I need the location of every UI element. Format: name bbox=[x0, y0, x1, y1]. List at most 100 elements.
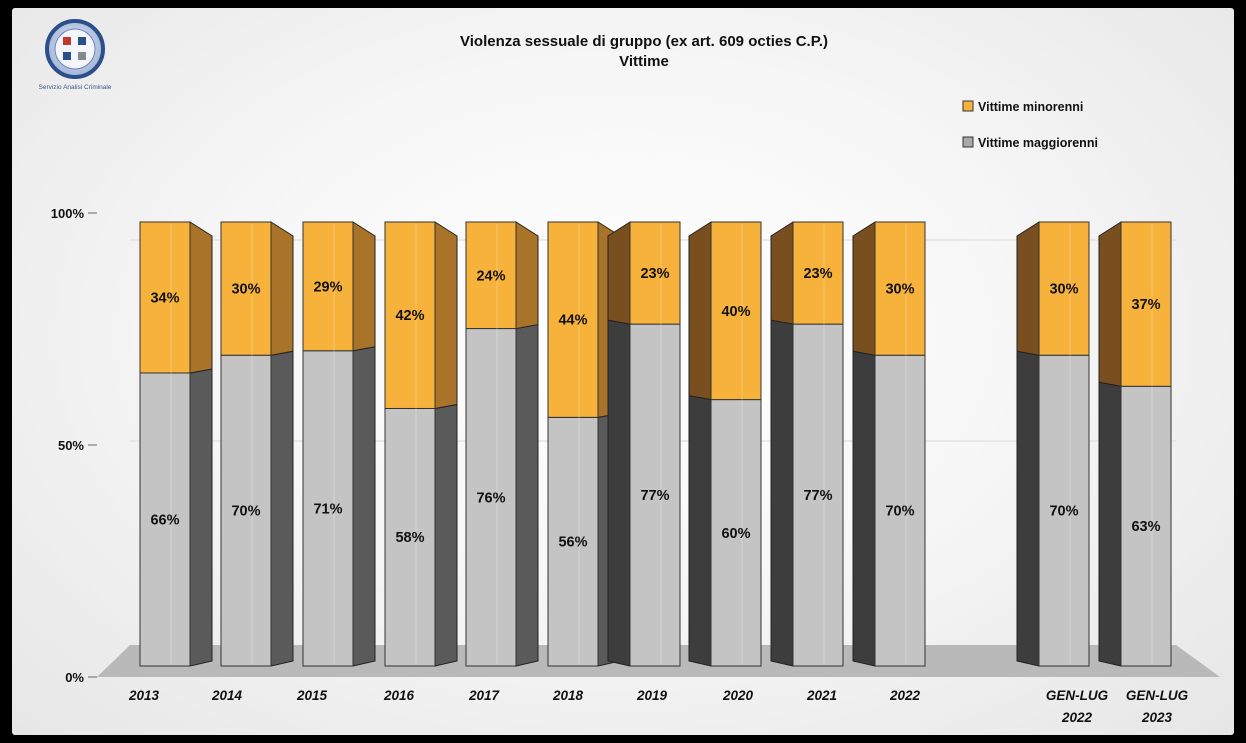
legend-swatch-maggiorenni bbox=[962, 136, 974, 148]
bar-segment-maggiorenni bbox=[139, 372, 191, 667]
data-label-minorenni: 30% bbox=[885, 282, 914, 298]
data-label-maggiorenni: 70% bbox=[231, 504, 260, 520]
bar-segment-maggiorenni bbox=[220, 354, 272, 667]
bars: 66% 34% 70% 30% 71% 29% 58% 42% 76% 24% 56% 44% 77% 2… bbox=[139, 221, 1172, 667]
bar-segment-minorenni bbox=[547, 221, 599, 418]
data-label-minorenni: 44% bbox=[558, 313, 587, 329]
x-tick-label: 2016 bbox=[383, 688, 415, 703]
bar-group: 70% 30% bbox=[220, 221, 294, 667]
bar-side-maggiorenni bbox=[852, 350, 876, 667]
legend-label-minorenni: Vittime minorenni bbox=[978, 100, 1083, 114]
data-label-maggiorenni: 66% bbox=[150, 512, 179, 528]
x-tick-label: 2021 bbox=[806, 688, 837, 703]
bar-segment-maggiorenni bbox=[1120, 385, 1172, 667]
legend: Vittime minorenni Vittime maggiorenni bbox=[962, 100, 1098, 150]
chart-title: Violenza sessuale di gruppo (ex art. 609… bbox=[460, 33, 828, 50]
bar-group: 60% 40% bbox=[688, 221, 762, 667]
data-label-maggiorenni: 77% bbox=[803, 488, 832, 504]
data-label-minorenni: 42% bbox=[395, 308, 424, 324]
bar-side-minorenni bbox=[434, 221, 458, 410]
bar-side-minorenni bbox=[352, 221, 376, 352]
bar-segment-minorenni bbox=[629, 221, 681, 325]
data-label-maggiorenni: 56% bbox=[558, 535, 587, 551]
bar-side-maggiorenni bbox=[189, 368, 213, 667]
data-label-minorenni: 40% bbox=[721, 304, 750, 320]
bar-segment-maggiorenni bbox=[384, 407, 436, 667]
bar-segment-minorenni bbox=[874, 221, 926, 356]
bar-side-minorenni bbox=[189, 221, 213, 374]
logo: Servizio Analisi Criminale bbox=[39, 19, 112, 91]
bar-group: 77% 23% bbox=[770, 221, 844, 667]
bar-segment-minorenni bbox=[384, 221, 436, 409]
bar-side-maggiorenni bbox=[1016, 350, 1040, 667]
bar-group: 77% 23% bbox=[607, 221, 681, 667]
data-label-maggiorenni: 76% bbox=[476, 490, 505, 506]
bar-segment-minorenni bbox=[220, 221, 272, 356]
bar-side-maggiorenni bbox=[352, 346, 376, 667]
logo-caption: Servizio Analisi Criminale bbox=[39, 84, 112, 91]
bar-side-maggiorenni bbox=[607, 319, 631, 667]
y-tick-label: 100% bbox=[51, 206, 85, 221]
bar-side-minorenni bbox=[270, 221, 294, 356]
x-tick-label: 2018 bbox=[552, 688, 584, 703]
y-axis: 0% 50% 100% bbox=[51, 206, 97, 685]
bar-side-maggiorenni bbox=[270, 350, 294, 667]
data-label-maggiorenni: 60% bbox=[721, 526, 750, 542]
bar-side-maggiorenni bbox=[688, 395, 712, 667]
bar-side-minorenni bbox=[607, 221, 631, 325]
bar-side-minorenni bbox=[852, 221, 876, 356]
data-label-minorenni: 23% bbox=[640, 266, 669, 282]
bar-segment-maggiorenni bbox=[710, 399, 762, 667]
x-tick-label: GEN-LUG bbox=[1126, 688, 1189, 703]
data-label-maggiorenni: 63% bbox=[1131, 519, 1160, 535]
x-tick-label: 2020 bbox=[722, 688, 754, 703]
bar-segment-minorenni bbox=[1038, 221, 1090, 356]
bar-segment-minorenni bbox=[302, 221, 354, 352]
x-tick-label: 2017 bbox=[468, 688, 501, 703]
bar-segment-maggiorenni bbox=[465, 328, 517, 667]
bar-group: 76% 24% bbox=[465, 221, 539, 667]
bar-group: 70% 30% bbox=[852, 221, 926, 667]
data-label-minorenni: 30% bbox=[1049, 282, 1078, 298]
data-label-maggiorenni: 71% bbox=[313, 501, 342, 517]
data-label-maggiorenni: 70% bbox=[1049, 504, 1078, 520]
bar-segment-minorenni bbox=[1120, 221, 1172, 387]
legend-swatch-minorenni bbox=[962, 100, 974, 112]
x-tick-label: GEN-LUG bbox=[1046, 688, 1109, 703]
y-tick-label: 50% bbox=[58, 438, 84, 453]
bar-side-minorenni bbox=[770, 221, 794, 325]
x-tick-label: 2014 bbox=[211, 688, 243, 703]
legend-label-maggiorenni: Vittime maggiorenni bbox=[978, 136, 1098, 150]
bar-segment-minorenni bbox=[139, 221, 191, 374]
x-tick-label: 2022 bbox=[889, 688, 921, 703]
y-tick-label: 0% bbox=[65, 670, 84, 685]
bar-segment-minorenni bbox=[465, 221, 517, 330]
bar-group: 63% 37% bbox=[1098, 221, 1172, 667]
bar-segment-maggiorenni bbox=[629, 323, 681, 667]
data-label-minorenni: 30% bbox=[231, 282, 260, 298]
bar-side-maggiorenni bbox=[1098, 381, 1122, 667]
x-tick-label: 2015 bbox=[296, 688, 328, 703]
data-label-minorenni: 34% bbox=[150, 290, 179, 306]
bar-group: 70% 30% bbox=[1016, 221, 1090, 667]
x-tick-label-line2: 2023 bbox=[1141, 710, 1173, 725]
bar-side-maggiorenni bbox=[770, 319, 794, 667]
bar-segment-maggiorenni bbox=[874, 354, 926, 667]
bar-side-minorenni bbox=[1098, 221, 1122, 387]
data-label-minorenni: 24% bbox=[476, 268, 505, 284]
bar-segment-minorenni bbox=[792, 221, 844, 325]
bar-side-minorenni bbox=[688, 221, 712, 401]
bar-segment-minorenni bbox=[710, 221, 762, 401]
x-tick-label-line2: 2022 bbox=[1061, 710, 1093, 725]
bar-group: 58% 42% bbox=[384, 221, 458, 667]
bar-side-minorenni bbox=[515, 221, 539, 330]
x-tick-label: 2013 bbox=[128, 688, 160, 703]
data-label-minorenni: 29% bbox=[313, 279, 342, 295]
data-label-minorenni: 23% bbox=[803, 266, 832, 282]
bar-segment-maggiorenni bbox=[792, 323, 844, 667]
bar-side-minorenni bbox=[1016, 221, 1040, 356]
data-label-maggiorenni: 58% bbox=[395, 530, 424, 546]
bar-group: 71% 29% bbox=[302, 221, 376, 667]
data-label-minorenni: 37% bbox=[1131, 297, 1160, 313]
